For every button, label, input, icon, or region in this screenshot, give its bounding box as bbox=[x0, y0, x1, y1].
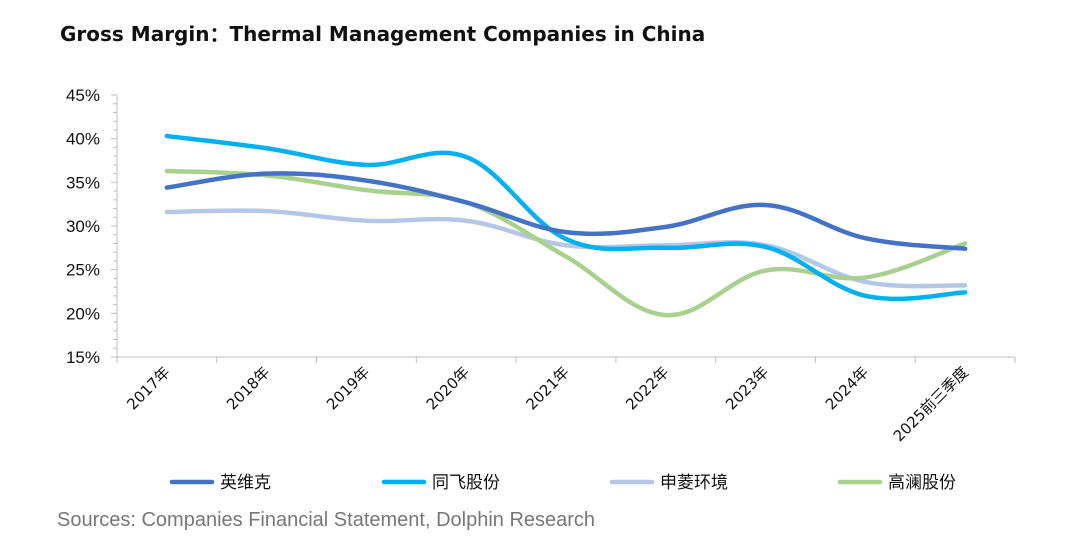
x-tick-label: 2021年 bbox=[522, 363, 572, 413]
y-tick-label: 35% bbox=[66, 173, 100, 192]
x-tick-label: 2019年 bbox=[323, 363, 373, 413]
x-tick-label: 2020年 bbox=[423, 363, 473, 413]
x-tick-label: 2017年 bbox=[123, 363, 173, 413]
y-tick-label: 45% bbox=[66, 86, 100, 105]
y-tick-label: 25% bbox=[66, 261, 100, 280]
legend-label: 同飞股份 bbox=[432, 473, 500, 493]
x-tick-label: 2018年 bbox=[223, 363, 273, 413]
x-tick-label: 2022年 bbox=[622, 363, 672, 413]
series-shenling-line bbox=[164, 208, 968, 289]
x-tick-label: 2023年 bbox=[722, 363, 772, 413]
legend-gaolan: 高澜股份 bbox=[837, 473, 956, 493]
chart-title: Gross Margin：Thermal Management Companie… bbox=[60, 22, 706, 46]
source-note: Sources: Companies Financial Statement, … bbox=[57, 509, 596, 531]
legend-tongfei: 同飞股份 bbox=[381, 473, 500, 493]
x-tick-label: 2024年 bbox=[822, 363, 872, 413]
series-yingweike-line bbox=[164, 171, 968, 251]
x-tick-label: 2025前三季度 bbox=[890, 363, 972, 445]
chart-series bbox=[164, 133, 968, 318]
y-tick-label: 40% bbox=[66, 130, 100, 149]
y-tick-label: 15% bbox=[66, 348, 100, 367]
y-tick-label: 20% bbox=[66, 304, 100, 323]
y-tick-label: 30% bbox=[66, 217, 100, 236]
legend-label: 英维克 bbox=[220, 473, 271, 493]
legend-yingweike: 英维克 bbox=[169, 473, 271, 493]
legend-label: 高澜股份 bbox=[888, 473, 956, 493]
legend-label: 申菱环境 bbox=[660, 473, 728, 493]
chart-legend: 英维克 同飞股份 申菱环境 高澜股份 bbox=[169, 473, 956, 493]
series-tongfei-line bbox=[164, 133, 968, 302]
legend-shenling: 申菱环境 bbox=[609, 473, 728, 493]
series-gaolan-line bbox=[164, 168, 968, 318]
